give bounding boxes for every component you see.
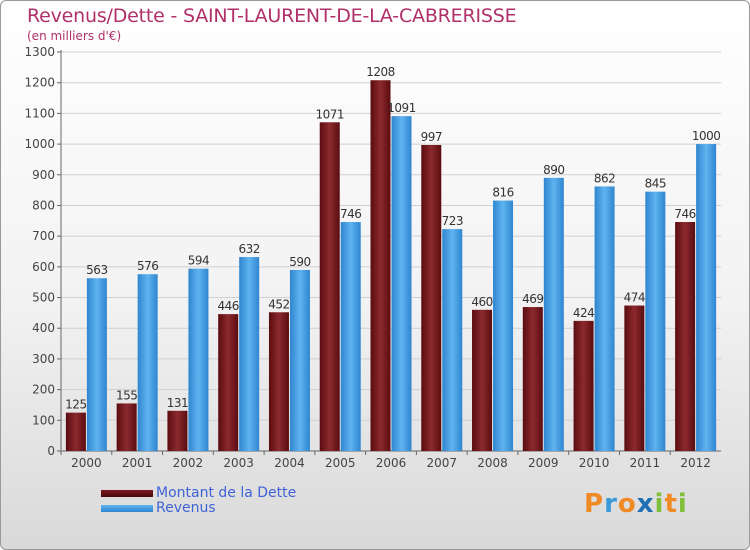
bar-dette [370, 80, 391, 451]
legend-label-dette: Montant de la Dette [156, 485, 297, 501]
legend-swatch-dette [101, 490, 153, 497]
bar-revenus [86, 278, 107, 451]
logo-letter: i [654, 489, 665, 519]
bar-revenus [137, 274, 158, 451]
y-tick-label: 700 [32, 229, 55, 243]
y-tick-label: 100 [32, 413, 55, 427]
bar-revenus [442, 229, 463, 451]
y-tick-label: 900 [32, 168, 55, 182]
y-tick-label: 600 [32, 260, 55, 274]
x-tick-label: 2011 [630, 456, 661, 470]
x-tick-label: 2005 [325, 456, 356, 470]
bar-revenus [188, 268, 209, 451]
data-label-revenus: 862 [594, 171, 615, 185]
bar-revenus [391, 116, 412, 452]
bar-dette [268, 312, 289, 451]
bar-dette [624, 305, 645, 451]
bar-revenus [696, 144, 717, 452]
bar-dette [218, 314, 239, 451]
y-tick-label: 800 [32, 198, 55, 212]
legend-swatch-revenus [101, 505, 153, 512]
data-label-dette: 446 [217, 299, 238, 313]
bar-dette [573, 320, 594, 451]
bars [65, 80, 717, 452]
data-label-dette: 474 [624, 291, 645, 305]
bar-revenus [594, 186, 615, 451]
data-label-dette: 131 [167, 396, 188, 410]
chart-subtitle: (en milliers d'€) [27, 29, 122, 43]
data-label-revenus: 845 [645, 177, 666, 191]
x-tick-label: 2009 [528, 456, 559, 470]
logo-letter: r [604, 489, 618, 519]
data-label-revenus: 563 [86, 263, 107, 277]
x-tick-label: 2007 [426, 456, 457, 470]
bar-revenus [543, 177, 564, 452]
bar-revenus [493, 200, 514, 451]
data-label-dette: 469 [522, 292, 543, 306]
data-label-revenus: 576 [137, 259, 158, 273]
chart-title: Revenus/Dette - SAINT-LAURENT-DE-LA-CABR… [27, 5, 517, 27]
logo-letter: t [664, 489, 678, 519]
bar-revenus [239, 257, 260, 451]
bar-dette [472, 309, 493, 451]
x-tick-label: 2006 [376, 456, 407, 470]
y-tick-label: 300 [32, 352, 55, 366]
data-labels: 125 563 155 576 131 594 446 632 452 590 1071 746 120… [65, 65, 721, 412]
logo-letter: P [584, 489, 605, 519]
bar-dette [167, 410, 188, 451]
bar-dette [522, 307, 543, 451]
x-tick-label: 2002 [173, 456, 204, 470]
data-label-dette: 746 [674, 207, 695, 221]
y-tick-label: 500 [32, 291, 55, 305]
data-label-revenus: 746 [340, 207, 361, 221]
data-label-dette: 460 [471, 295, 492, 309]
y-tick-label: 1300 [24, 45, 55, 59]
bar-revenus [289, 269, 310, 451]
data-label-dette: 155 [116, 388, 137, 402]
logo-letter: x [636, 489, 655, 519]
data-label-dette: 997 [421, 130, 442, 144]
data-label-dette: 1071 [315, 107, 344, 121]
logo-letter: o [617, 489, 637, 519]
data-label-revenus: 632 [238, 242, 259, 256]
x-tick-label: 2001 [122, 456, 153, 470]
data-label-revenus: 594 [188, 254, 209, 268]
x-tick-label: 2004 [274, 456, 305, 470]
y-tick-label: 200 [32, 383, 55, 397]
data-label-revenus: 723 [442, 214, 463, 228]
data-label-dette: 1208 [366, 65, 395, 79]
x-tick-label: 2008 [477, 456, 508, 470]
y-tick-label: 1000 [24, 137, 55, 151]
proxiti-logo: Proxiti [584, 489, 688, 519]
bar-revenus [645, 191, 666, 451]
data-label-revenus: 816 [492, 186, 513, 200]
data-label-revenus: 1091 [387, 101, 416, 115]
x-tick-label: 2010 [579, 456, 610, 470]
data-label-revenus: 890 [543, 163, 564, 177]
data-label-dette: 452 [268, 297, 289, 311]
axes: 0 100 200 300 400 500 600 700 800 900 1000 1100 1200… [24, 45, 721, 470]
logo-letter: i [677, 489, 688, 519]
bar-dette [65, 412, 86, 451]
y-tick-label: 400 [32, 321, 55, 335]
y-tick-label: 0 [47, 444, 55, 458]
data-label-revenus: 590 [289, 255, 310, 269]
bar-dette [116, 403, 137, 451]
x-tick-label: 2000 [71, 456, 102, 470]
legend-label-revenus: Revenus [156, 500, 216, 516]
bar-revenus [340, 222, 361, 451]
bar-dette [675, 222, 696, 451]
x-tick-label: 2003 [223, 456, 254, 470]
y-tick-label: 1100 [24, 106, 55, 120]
data-label-dette: 424 [573, 306, 594, 320]
bar-dette [421, 144, 442, 452]
y-tick-label: 1200 [24, 76, 55, 90]
data-label-revenus: 1000 [692, 129, 721, 143]
data-label-dette: 125 [65, 398, 86, 412]
x-tick-label: 2012 [680, 456, 711, 470]
bar-dette [319, 122, 340, 451]
